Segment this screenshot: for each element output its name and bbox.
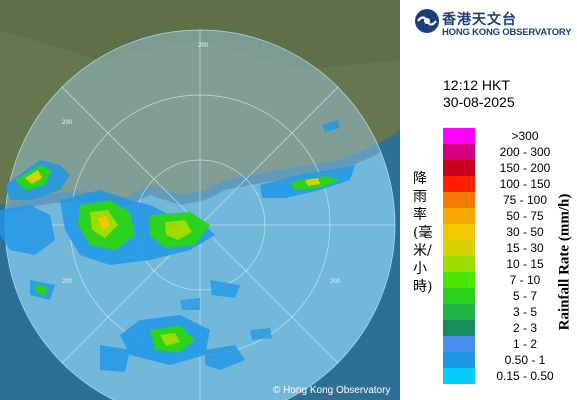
legend-title-english: Rainfall Rate (mm/h) bbox=[556, 193, 573, 331]
legend-item: 30 - 50 bbox=[443, 224, 573, 240]
legend-range-label: 100 - 150 bbox=[499, 177, 551, 191]
legend-range-label: 50 - 75 bbox=[506, 209, 544, 223]
legend-item: 0.15 - 0.50 bbox=[443, 368, 573, 384]
legend-range-label: 0.15 - 0.50 bbox=[496, 369, 554, 383]
legend-item: 10 - 15 bbox=[443, 256, 573, 272]
legend-color-swatch bbox=[443, 304, 475, 320]
legend-item: 5 - 7 bbox=[443, 288, 573, 304]
copyright-text: © Hong Kong Observatory bbox=[273, 385, 390, 396]
legend-range-label: 0.50 - 1 bbox=[504, 353, 546, 367]
legend-color-swatch bbox=[443, 320, 475, 336]
legend-item: 75 - 100 bbox=[443, 192, 573, 208]
legend-color-swatch bbox=[443, 160, 475, 176]
legend-range-label: 150 - 200 bbox=[499, 161, 551, 175]
radar-map: 200 200 200 200 bbox=[0, 0, 400, 400]
ring-label: 200 bbox=[62, 120, 73, 126]
ring-label: 200 bbox=[330, 279, 341, 285]
timestamp-time: 12:12 HKT bbox=[443, 77, 510, 93]
legend-color-swatch bbox=[443, 144, 475, 160]
legend-item: 1 - 2 bbox=[443, 336, 573, 352]
legend-color-swatch bbox=[443, 352, 475, 368]
legend-item: 3 - 5 bbox=[443, 304, 573, 320]
legend-range-label: 75 - 100 bbox=[502, 193, 548, 207]
legend-range-label: 10 - 15 bbox=[506, 257, 544, 271]
legend-color-swatch bbox=[443, 336, 475, 352]
hko-logo: 香港天文台 HONG KONG OBSERVATORY bbox=[414, 8, 574, 44]
legend-color-swatch bbox=[443, 256, 475, 272]
legend-item: 200 - 300 bbox=[443, 144, 573, 160]
legend-item: >300 bbox=[443, 128, 573, 144]
legend-range-label: >300 bbox=[511, 129, 539, 143]
logo-english-text: HONG KONG OBSERVATORY bbox=[442, 27, 572, 38]
rainfall-legend: >300 200 - 300 150 - 200 100 - 150 75 - 100 5… bbox=[443, 128, 573, 384]
radar-image: 200 200 200 200 bbox=[0, 29, 400, 400]
legend-color-swatch bbox=[443, 288, 475, 304]
legend-range-label: 7 - 10 bbox=[509, 273, 541, 287]
legend-item: 150 - 200 bbox=[443, 160, 573, 176]
info-panel: 香港天文台 HONG KONG OBSERVATORY 12:12 HKT 30… bbox=[400, 0, 577, 400]
legend-range-label: 3 - 5 bbox=[512, 305, 537, 319]
legend-item: 100 - 150 bbox=[443, 176, 573, 192]
legend-item: 0.50 - 1 bbox=[443, 352, 573, 368]
ring-label: 200 bbox=[198, 43, 209, 49]
legend-item: 2 - 3 bbox=[443, 320, 573, 336]
legend-range-label: 15 - 30 bbox=[506, 241, 544, 255]
legend-color-swatch bbox=[443, 128, 475, 144]
legend-color-swatch bbox=[443, 368, 475, 384]
legend-item: 50 - 75 bbox=[443, 208, 573, 224]
legend-color-swatch bbox=[443, 224, 475, 240]
legend-item: 7 - 10 bbox=[443, 272, 573, 288]
legend-item: 15 - 30 bbox=[443, 240, 573, 256]
logo-chinese-text: 香港天文台 bbox=[442, 12, 517, 28]
legend-color-swatch bbox=[443, 272, 475, 288]
legend-title-chinese: 降雨率(毫米/小時) bbox=[413, 171, 433, 295]
legend-range-label: 2 - 3 bbox=[512, 321, 537, 335]
hko-logo-icon bbox=[415, 9, 439, 33]
rain-echoes bbox=[0, 120, 355, 372]
ring-label: 200 bbox=[62, 279, 73, 285]
legend-color-swatch bbox=[443, 192, 475, 208]
legend-range-label: 30 - 50 bbox=[506, 225, 544, 239]
timestamp-date: 30-08-2025 bbox=[443, 94, 515, 110]
legend-color-swatch bbox=[443, 176, 475, 192]
legend-range-label: 5 - 7 bbox=[512, 289, 537, 303]
legend-color-swatch bbox=[443, 240, 475, 256]
legend-range-label: 1 - 2 bbox=[512, 337, 537, 351]
legend-range-label: 200 - 300 bbox=[499, 145, 551, 159]
legend-color-swatch bbox=[443, 208, 475, 224]
